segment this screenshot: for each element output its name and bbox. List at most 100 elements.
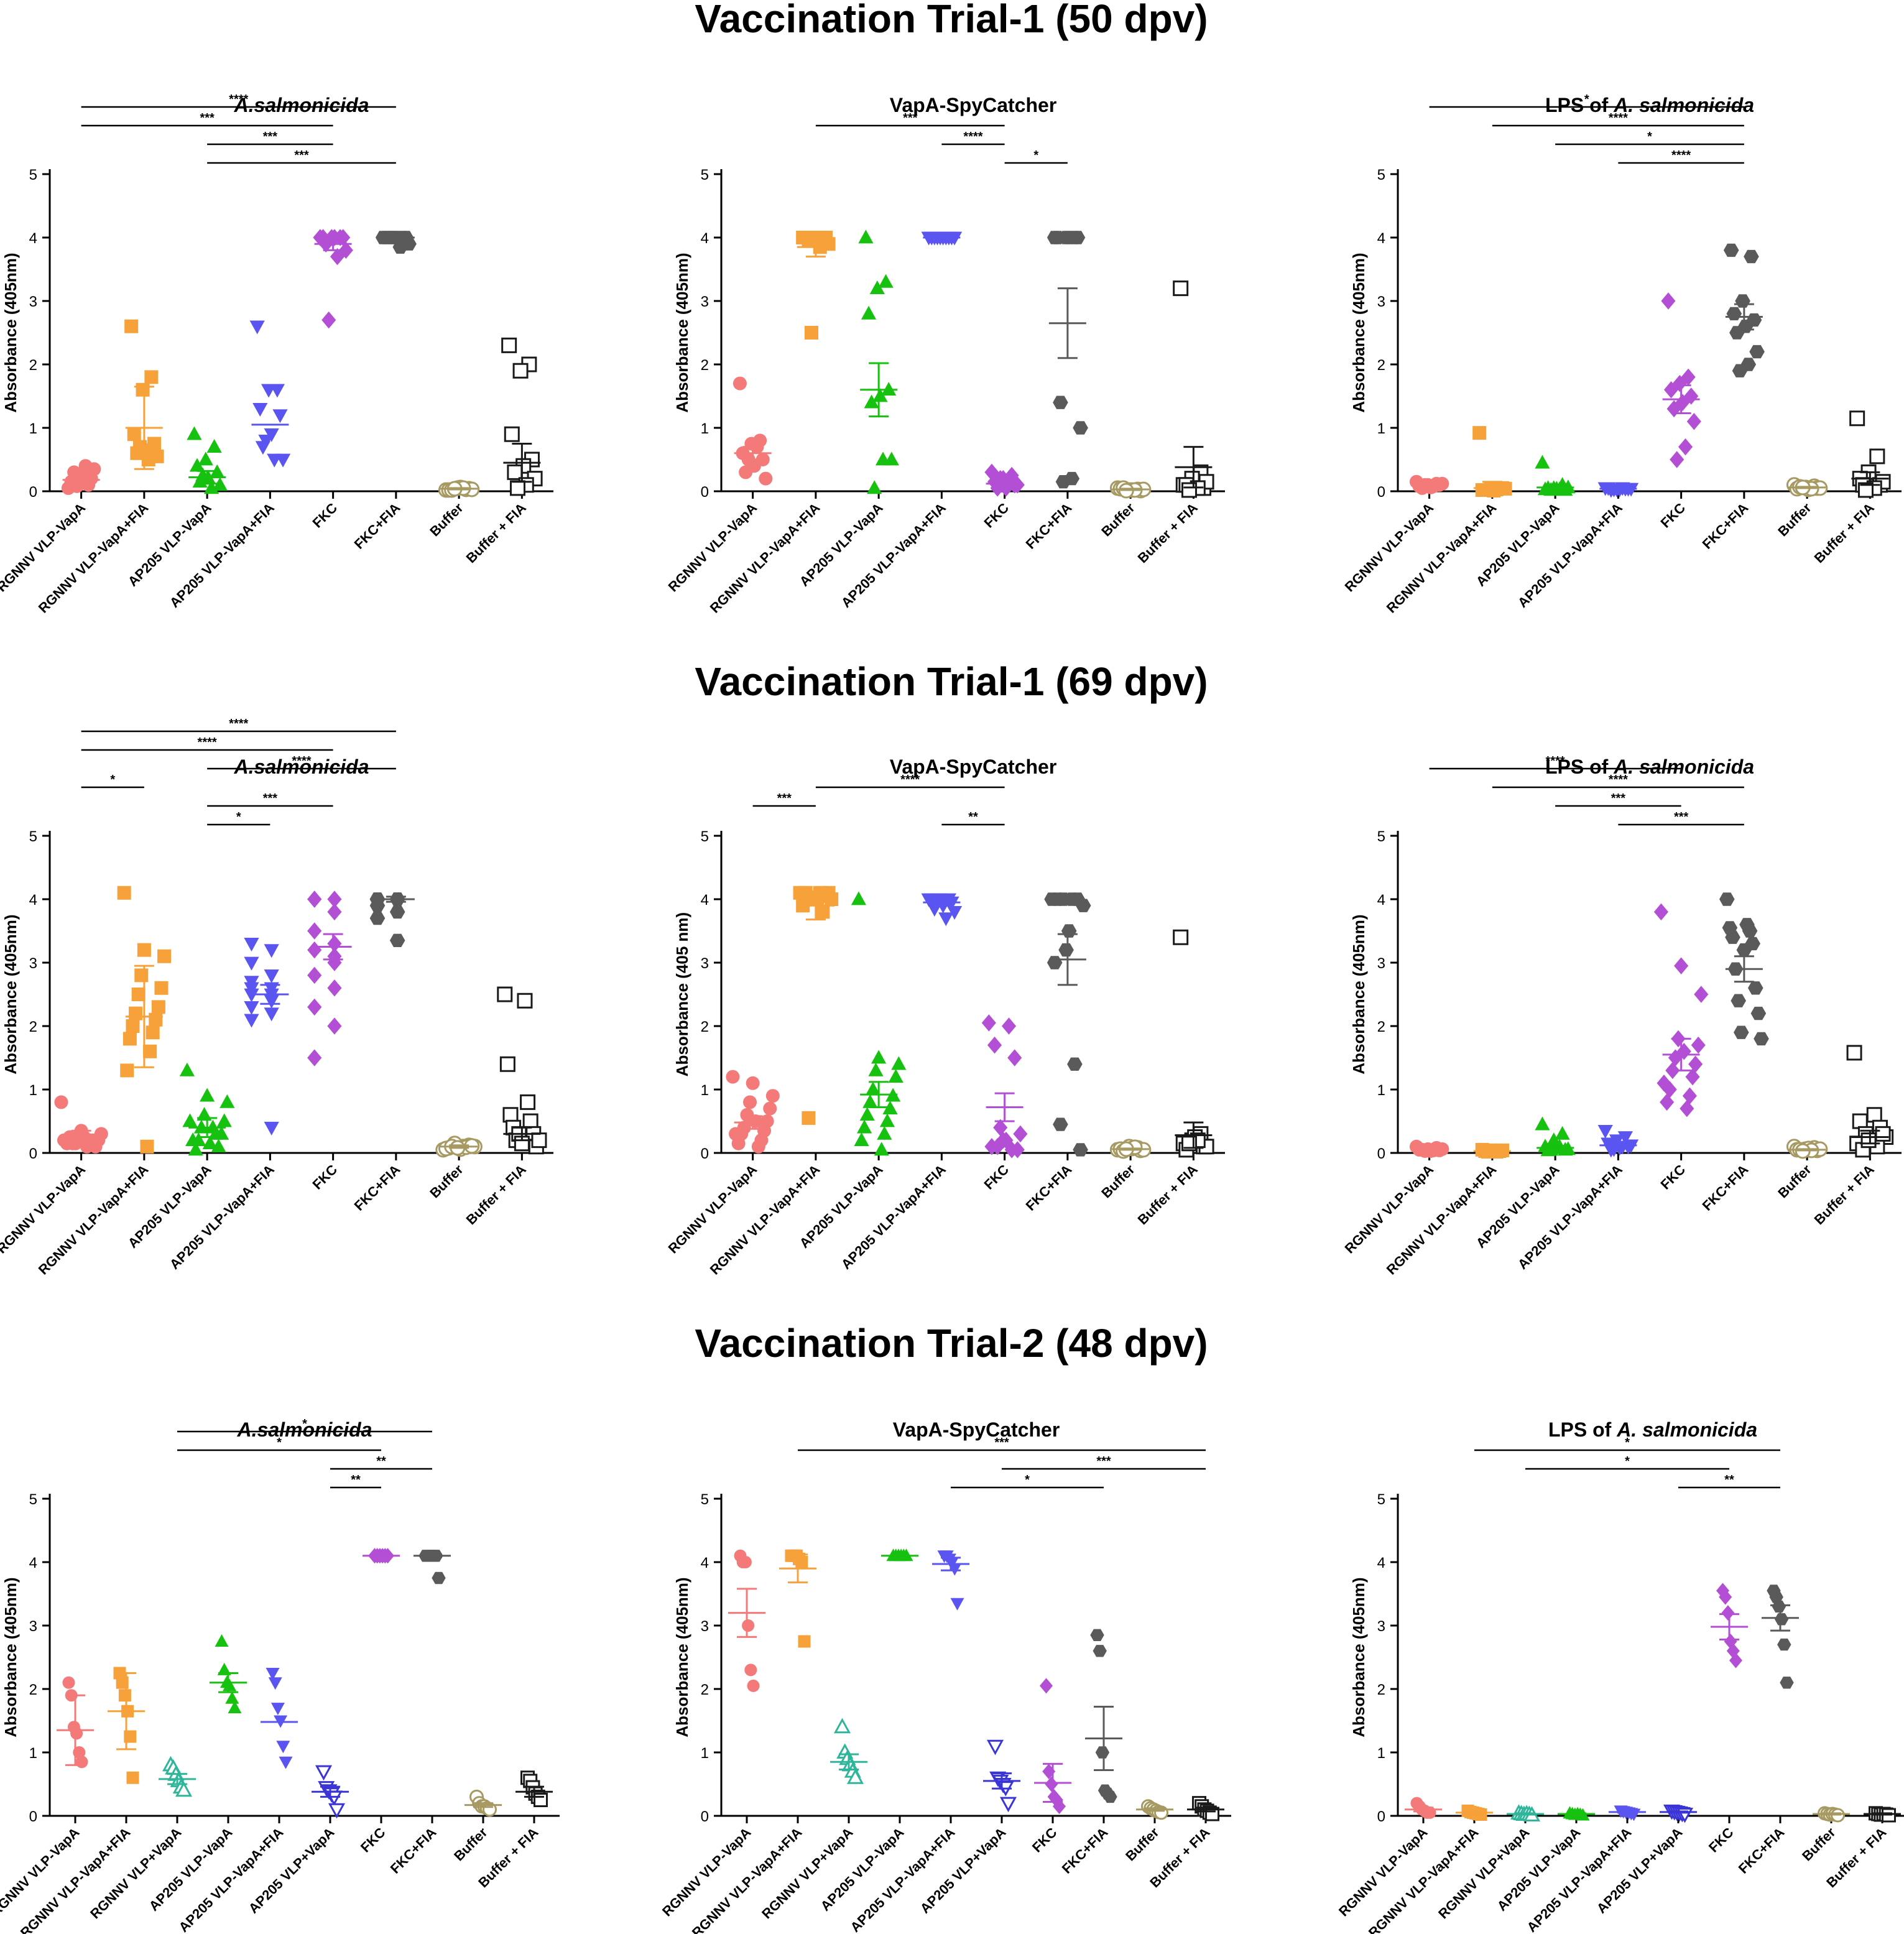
data-point <box>986 1739 1004 1756</box>
data-point <box>1860 1132 1877 1149</box>
title-italic-part: A. salmonicida <box>1613 94 1754 116</box>
series-fkc-fia <box>1085 1629 1122 1803</box>
chart-panel-9: LPS of A. salmonicida 0 1 2 3 4 5 Absorbance (4… <box>1336 1418 1904 1934</box>
y-tick-label: 2 <box>29 1682 37 1698</box>
data-point <box>1857 482 1874 498</box>
significance-label: *** <box>1674 810 1689 824</box>
significance-label: **** <box>229 717 248 731</box>
x-tick-label-rgnnv-vlp-vapa: RGNNV VLP+VapA <box>1435 1825 1533 1922</box>
y-tick-label: 4 <box>1377 230 1385 247</box>
data-point <box>127 427 141 442</box>
x-tick-label-rgnnv-vlp-vapa: RGNNV VLP+VapA <box>759 1825 856 1922</box>
y-tick-label: 1 <box>1377 420 1385 437</box>
chart-title: VapA-SpyCatcher <box>890 94 1057 116</box>
data-point <box>1653 903 1668 921</box>
data-point <box>267 453 282 468</box>
series-ap205-vlp-vapa <box>851 891 907 1156</box>
y-tick-label: 1 <box>1377 1745 1385 1762</box>
data-point <box>117 886 131 900</box>
significance-label: * <box>302 1417 307 1431</box>
series-rgnnv-vlp-vapa-fia <box>108 1667 145 1784</box>
data-point <box>244 956 259 971</box>
data-point <box>198 451 213 466</box>
data-point <box>307 941 322 959</box>
y-tick-label: 4 <box>701 230 709 247</box>
y-tick-label: 5 <box>701 828 709 845</box>
data-point <box>225 1691 239 1704</box>
y-axis-label: Absorbance (405 nm) <box>673 912 691 1076</box>
data-point <box>1055 475 1071 489</box>
data-point <box>206 438 222 453</box>
significance-label: *** <box>1611 792 1626 805</box>
series-ap205-vlp-vapa <box>312 1765 349 1819</box>
data-point <box>1750 1006 1767 1020</box>
data-point <box>327 903 342 921</box>
x-tick-label-rgnnv-vlp-vapa-fia: RGNNV VLP-VapA+FIA <box>1384 1162 1500 1278</box>
x-tick-label-ap205-vlp-vapa: AP205 VLP+VapA <box>917 1825 1009 1917</box>
series-fkc-fia <box>1047 231 1088 489</box>
series-ap205-vlp-vapa <box>983 1739 1020 1813</box>
data-point <box>1852 1113 1868 1129</box>
series-ap205-vlp-vapa <box>1558 1806 1595 1821</box>
data-point <box>1726 307 1742 321</box>
data-point <box>517 992 533 1009</box>
series-buffer <box>1786 477 1828 497</box>
series-fkc <box>363 1548 400 1564</box>
data-point <box>1668 1049 1683 1066</box>
series-ap205-vlp-vapa-fia <box>261 1668 298 1769</box>
significance-label: **** <box>1609 111 1628 125</box>
series-buffer-fia <box>1187 1796 1224 1821</box>
y-tick-label: 2 <box>1377 1682 1385 1698</box>
data-point <box>321 311 336 329</box>
y-tick-label: 2 <box>1377 357 1385 374</box>
data-point <box>264 1121 279 1136</box>
significance-label: **** <box>1546 754 1565 768</box>
data-point <box>1173 929 1189 945</box>
data-point <box>509 480 525 496</box>
x-tick-label-ap205-vlp-vapa-fia: AP205 VLP-VapA+FIA <box>175 1825 286 1934</box>
data-point <box>182 1113 198 1127</box>
series-buffer <box>1109 480 1152 499</box>
data-point <box>264 944 279 958</box>
series-fkc <box>1711 1583 1748 1668</box>
chart-title: LPS of A. salmonicida <box>1545 756 1754 778</box>
y-axis-label: Absorbance (405nm) <box>1349 914 1368 1074</box>
x-tick-label-ap205-vlp-vapa-fia: AP205 VLP-VapA+FIA <box>167 1162 277 1272</box>
data-point <box>751 1139 765 1154</box>
significance-label: *** <box>200 111 215 125</box>
data-point <box>266 1668 280 1680</box>
data-point <box>879 1113 895 1127</box>
y-tick-label: 2 <box>701 357 709 374</box>
y-tick-label: 5 <box>1377 1491 1385 1508</box>
data-point <box>1597 1124 1613 1139</box>
data-point <box>327 891 342 908</box>
data-point <box>244 982 259 996</box>
chart-panel-3: LPS of A. salmonicida 0 1 2 3 4 5 Absorbance (4… <box>1342 93 1902 616</box>
data-point <box>1731 994 1746 1007</box>
series-ap205-vlp-vapa <box>187 426 228 494</box>
series-ap205-vlp-vapa-fia <box>921 893 963 927</box>
data-point <box>1010 1141 1025 1159</box>
series-rgnnv-vlp-vapa <box>1507 1804 1544 1821</box>
y-tick-label: 1 <box>701 420 709 437</box>
data-point <box>1663 381 1679 399</box>
data-point <box>149 1012 163 1027</box>
y-axis-label: Absorbance (405nm) <box>1349 252 1368 412</box>
y-tick-label: 5 <box>29 1491 37 1508</box>
series-rgnnv-vlp-vapa <box>1405 1797 1442 1819</box>
data-point <box>193 1119 210 1134</box>
y-tick-label: 0 <box>701 484 709 501</box>
data-point <box>1606 483 1622 497</box>
data-point <box>877 1126 892 1140</box>
series-buffer <box>1109 1139 1152 1159</box>
data-point <box>1103 1790 1117 1803</box>
series-rgnnv-vlp-vapa-fia <box>1456 1804 1493 1821</box>
data-point <box>1657 1075 1671 1092</box>
data-point <box>134 968 149 983</box>
series-ap205-vlp-vapa <box>1535 1116 1576 1157</box>
data-point <box>875 451 891 466</box>
data-point <box>389 933 405 947</box>
x-tick-label-fkc-fia: FKC+FIA <box>351 500 404 552</box>
data-point <box>1053 1117 1068 1131</box>
series-rgnnv-vlp-vapa <box>57 1676 94 1769</box>
